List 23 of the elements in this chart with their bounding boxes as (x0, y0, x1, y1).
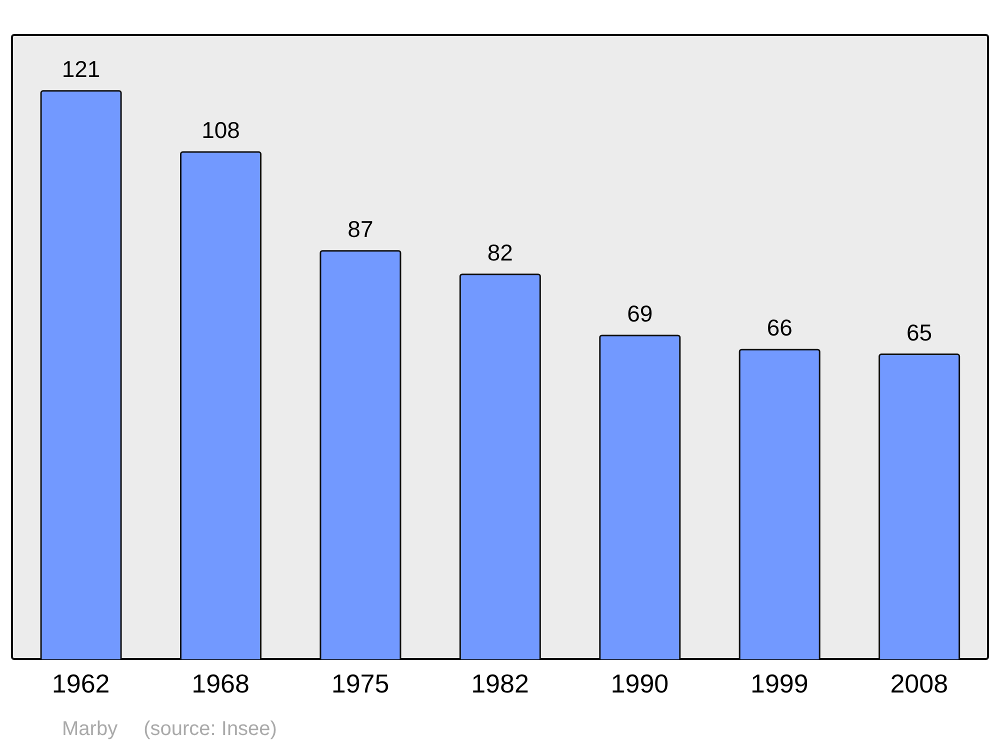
bar (320, 250, 402, 660)
bar (878, 354, 960, 660)
bar (599, 334, 681, 660)
data-label: 87 (348, 216, 374, 242)
bar (738, 348, 820, 660)
x-tick-label: 1962 (52, 668, 110, 698)
bar (40, 90, 122, 660)
bar (459, 274, 541, 660)
bar (180, 151, 262, 660)
x-tick-label: 1990 (610, 668, 669, 698)
x-tick-label: 2008 (890, 668, 948, 698)
data-label: 66 (766, 314, 792, 341)
text: Marby (62, 718, 118, 741)
data-label: 65 (906, 319, 932, 346)
x-tick-label: 1968 (192, 668, 250, 698)
text: (source: Insee) (144, 718, 277, 741)
data-label: 82 (487, 239, 513, 266)
x-tick-label: 1975 (331, 668, 390, 698)
data-label: 108 (202, 117, 240, 144)
data-label: 69 (627, 300, 653, 326)
x-tick-label: 1999 (750, 668, 808, 698)
x-tick-label: 1982 (471, 668, 529, 698)
data-label: 121 (62, 56, 100, 82)
